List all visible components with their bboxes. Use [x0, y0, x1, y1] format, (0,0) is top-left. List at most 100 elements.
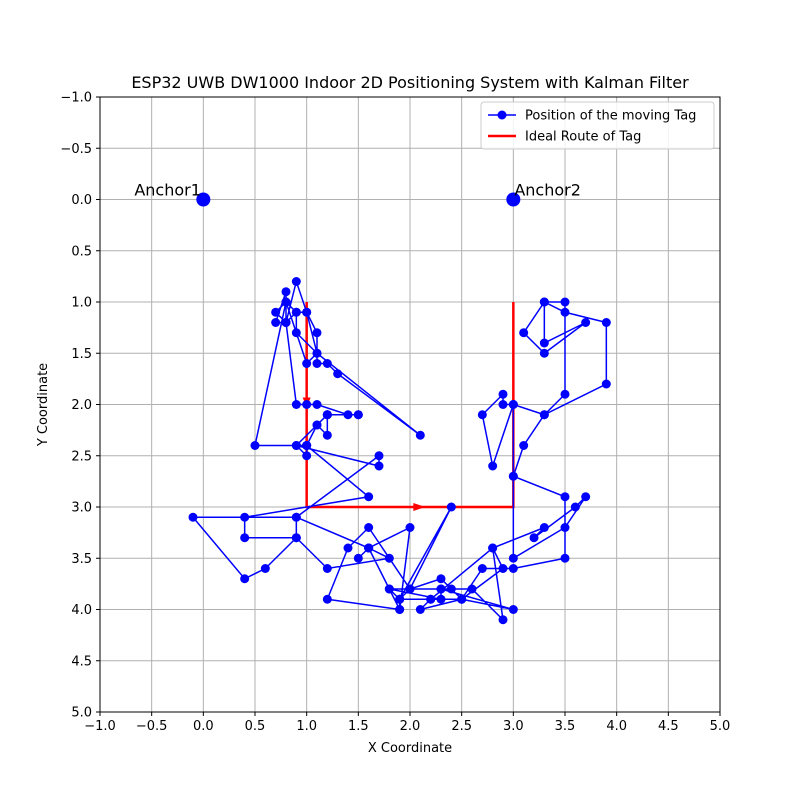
- tag-point: [539, 297, 549, 307]
- tag-point: [291, 328, 301, 338]
- tag-point: [560, 389, 570, 399]
- tag-point: [312, 328, 322, 338]
- tag-point: [271, 318, 281, 327]
- tag-point: [250, 441, 260, 450]
- tag-point: [467, 584, 477, 594]
- y-tick-label: 3.0: [71, 501, 92, 516]
- legend: Position of the moving Tag Ideal Route o…: [480, 101, 715, 150]
- tag-point: [539, 523, 549, 532]
- x-axis-ticks: −1.0 −0.5 0.0 0.5 1.0 1.5 2.0 2.5 3.0 3.5 4.0 4.5 5.…: [84, 712, 730, 734]
- y-tick-label: 4.5: [71, 654, 92, 669]
- tag-point: [498, 389, 508, 399]
- tag-point: [322, 359, 332, 368]
- x-tick-label: −1.0: [84, 719, 116, 734]
- y-tick-label: 3.5: [71, 552, 92, 567]
- x-tick-label: 2.5: [451, 719, 472, 734]
- tag-point: [260, 564, 270, 573]
- tag-point: [601, 379, 611, 389]
- tag-point: [291, 307, 301, 317]
- y-tick-label: 0.5: [71, 244, 92, 259]
- chart-title: ESP32 UWB DW1000 Indoor 2D Positioning S…: [131, 73, 689, 92]
- y-tick-label: 4.0: [71, 603, 92, 618]
- x-axis-label: X Coordinate: [368, 741, 452, 756]
- x-tick-label: 1.5: [348, 719, 369, 734]
- y-axis-ticks: −1.0 −0.5 0.0 0.5 1.0 1.5 2.0 2.5 3.0 3.5 4.0 4.5 5.…: [60, 91, 100, 721]
- route-arrow: [413, 503, 426, 511]
- tag-point: [560, 553, 570, 563]
- tag-point: [343, 543, 353, 553]
- x-tick-label: 1.0: [296, 719, 317, 734]
- tag-point: [508, 400, 518, 409]
- tag-point: [271, 307, 281, 317]
- tag-point: [488, 461, 498, 471]
- tag-point: [240, 512, 250, 522]
- tag-point: [405, 584, 415, 594]
- tag-path: [188, 277, 611, 625]
- y-tick-label: 5.0: [71, 706, 92, 721]
- tag-point: [322, 564, 332, 573]
- tag-point: [374, 451, 384, 461]
- x-tick-label: 0.0: [193, 719, 214, 734]
- tag-point: [436, 574, 446, 584]
- tag-point: [322, 430, 332, 440]
- tag-point: [560, 297, 570, 307]
- tag-point: [302, 441, 312, 450]
- tag-point: [477, 410, 487, 420]
- tag-point: [188, 512, 198, 522]
- tag-point: [312, 359, 322, 368]
- tag-point: [570, 502, 580, 512]
- x-tick-label: 4.0: [606, 719, 627, 734]
- anchor-marker: [196, 192, 211, 207]
- tag-point: [302, 307, 312, 317]
- tag-point: [498, 400, 508, 409]
- anchor-label: Anchor2: [514, 181, 581, 200]
- y-tick-label: 2.5: [71, 449, 92, 464]
- legend-tag-label: Position of the moving Tag: [525, 109, 696, 124]
- legend-route-label: Ideal Route of Tag: [525, 130, 641, 145]
- y-tick-label: 1.5: [71, 347, 92, 362]
- tag-point: [426, 594, 436, 604]
- plot-frame: [99, 96, 721, 713]
- tag-point: [508, 564, 518, 573]
- tag-point: [508, 605, 518, 614]
- tag-point: [488, 543, 498, 553]
- tag-point: [240, 574, 250, 584]
- tag-point: [291, 512, 301, 522]
- y-axis-label: Y Coordinate: [36, 363, 51, 447]
- anchor-marker: [506, 192, 521, 207]
- y-tick-label: −1.0: [60, 91, 92, 106]
- tag-point: [539, 410, 549, 420]
- tag-point: [384, 553, 394, 563]
- anchors: Anchor1 Anchor2: [134, 181, 581, 207]
- y-tick-label: −0.5: [60, 142, 92, 157]
- tag-point: [374, 461, 384, 471]
- tag-point: [302, 400, 312, 409]
- y-tick-label: 1.0: [71, 296, 92, 311]
- tag-point: [384, 584, 394, 594]
- x-tick-label: −0.5: [136, 719, 168, 734]
- tag-point: [291, 277, 301, 286]
- tag-point: [436, 584, 446, 594]
- tag-point: [353, 410, 363, 420]
- tag-point: [322, 594, 332, 604]
- tag-point: [560, 523, 570, 532]
- tag-point: [281, 297, 291, 307]
- tag-point: [560, 492, 570, 502]
- legend-tag-marker: [497, 110, 507, 120]
- tag-point: [281, 287, 291, 297]
- tag-point: [519, 328, 529, 338]
- tag-point: [281, 318, 291, 327]
- tag-point: [291, 400, 301, 409]
- tag-point: [364, 543, 374, 553]
- legend-box: [480, 101, 715, 150]
- x-tick-label: 2.0: [400, 719, 421, 734]
- tag-point: [436, 594, 446, 604]
- tag-point: [446, 502, 456, 512]
- tag-point: [415, 605, 425, 614]
- anchor-label: Anchor1: [134, 181, 201, 200]
- tag-point: [302, 359, 312, 368]
- x-tick-label: 3.0: [503, 719, 524, 734]
- tag-point: [457, 594, 467, 604]
